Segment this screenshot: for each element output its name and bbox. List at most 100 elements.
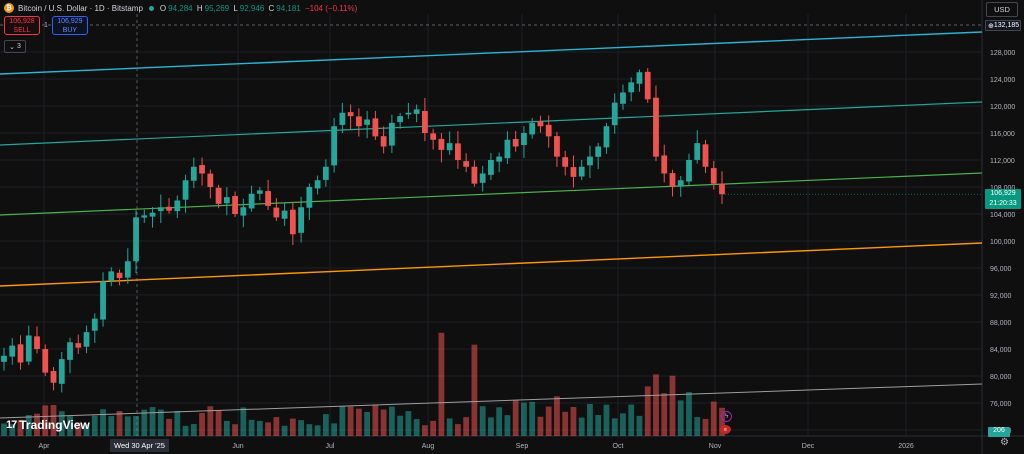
candle-body <box>537 121 544 127</box>
candle-body <box>25 335 32 362</box>
candle-body <box>1 355 7 362</box>
plus-circle-icon[interactable]: ⊕ <box>988 22 994 30</box>
volume-bar <box>42 405 49 436</box>
volume-bar <box>67 416 73 436</box>
volume-bar <box>603 404 610 436</box>
volume-bar <box>686 392 692 436</box>
volume-bar <box>50 404 57 436</box>
volume-bar <box>446 418 453 436</box>
volume-bar <box>34 413 40 436</box>
volume-bar <box>133 416 139 436</box>
candle-body <box>157 207 164 212</box>
symbol-title[interactable]: Bitcoin / U.S. Dollar · 1D · Bitstamp <box>18 3 143 13</box>
buy-button[interactable]: 106,929 BUY <box>51 16 88 35</box>
low-value: 92,946 <box>239 3 265 13</box>
y-tick-label: 104,000 <box>990 212 1015 219</box>
y-tick-label: 84,000 <box>990 347 1012 354</box>
candle-body <box>298 207 304 233</box>
volume-bar <box>223 420 230 436</box>
candle-body <box>512 138 519 147</box>
channel-top-line <box>0 31 983 75</box>
candle-body <box>628 82 635 93</box>
candle-body <box>190 166 197 181</box>
volume-bar <box>314 425 321 436</box>
sell-button[interactable]: 106,928 SELL <box>4 16 40 35</box>
candle-body <box>661 155 668 174</box>
candle-body <box>364 119 371 125</box>
candle-body <box>91 318 98 331</box>
volume-bar <box>587 404 593 436</box>
candle-body <box>58 359 65 384</box>
volume-value: 206 <box>993 427 1005 434</box>
x-tick-label: Dec <box>802 443 815 450</box>
countdown: 21:20:33 <box>989 199 1017 207</box>
channel-upper-line <box>0 101 983 146</box>
candle-body <box>677 180 684 187</box>
volume-bar <box>240 407 247 436</box>
y-tick-label: 88,000 <box>990 320 1012 327</box>
candle-body <box>694 143 701 160</box>
volume-bar <box>529 401 536 436</box>
volume-bar <box>289 418 296 436</box>
candle-body <box>322 166 329 180</box>
indicators-count: 3 <box>16 43 21 50</box>
volume-bar <box>124 416 131 436</box>
close-value: 94,181 <box>276 3 301 13</box>
ohlc-values: O 94,284 H 95,269 L 92,946 C 94,181 −104 (−0… <box>160 4 359 13</box>
candle-body <box>611 102 618 126</box>
volume-bar <box>25 415 32 436</box>
high-value: 95,269 <box>204 3 230 13</box>
y-tick-label: 116,000 <box>990 131 1015 138</box>
volume-bar <box>100 409 106 436</box>
volume-tag: 206 <box>988 427 1010 437</box>
candle-body <box>669 173 676 187</box>
candle-body <box>240 207 247 216</box>
volume-bar <box>9 424 16 436</box>
volume-bar <box>355 408 362 436</box>
candle-body <box>215 187 222 204</box>
candle-body <box>644 71 651 100</box>
settings-gear-icon[interactable]: ⚙ <box>1000 437 1009 448</box>
volume-bar <box>157 409 164 436</box>
candle-body <box>562 157 569 167</box>
volume-bar <box>521 402 527 436</box>
candle-body <box>116 272 123 279</box>
volume-bar <box>636 415 643 436</box>
volume-bar <box>83 424 90 436</box>
y-tick-label: 108,000 <box>990 185 1015 192</box>
volume-bar <box>669 375 676 436</box>
volume-bar <box>190 424 197 436</box>
tradingview-logo[interactable]: 17 TradingView <box>6 418 90 432</box>
volume-bar <box>207 406 214 436</box>
candle-body <box>166 206 172 211</box>
candle-body <box>281 210 288 219</box>
indicators-toggle-button[interactable]: ⌄ 3 <box>4 40 26 53</box>
volume-bar <box>512 399 519 436</box>
volume-bar <box>578 417 585 436</box>
y-tick-label: 96,000 <box>990 266 1012 273</box>
volume-bar <box>215 410 222 436</box>
volume-bar <box>108 416 115 436</box>
candle-body <box>710 168 717 184</box>
currency-selector[interactable]: USD <box>986 2 1018 17</box>
volume-bar <box>248 419 255 436</box>
candle-body <box>413 109 420 114</box>
candle-body <box>620 92 626 104</box>
lightning-icon[interactable]: ϟ <box>721 411 732 422</box>
candle-body <box>719 183 725 195</box>
candle-body <box>265 191 271 206</box>
symbol-legend: ₿ Bitcoin / U.S. Dollar · 1D · Bitstamp … <box>4 3 359 13</box>
candle-body <box>471 166 478 184</box>
volume-bar <box>430 420 437 436</box>
volume-bar <box>471 344 478 436</box>
volume-bar <box>479 406 486 436</box>
crosshair-date: Wed 30 Apr '25 <box>114 441 165 450</box>
volume-bar <box>413 419 420 436</box>
candle-body <box>446 143 453 151</box>
candle-body <box>331 126 338 166</box>
us-flag-icon[interactable]: ≡ <box>720 425 731 434</box>
candle-body <box>248 193 255 209</box>
candle-body <box>529 122 536 135</box>
candle-body <box>34 336 40 349</box>
